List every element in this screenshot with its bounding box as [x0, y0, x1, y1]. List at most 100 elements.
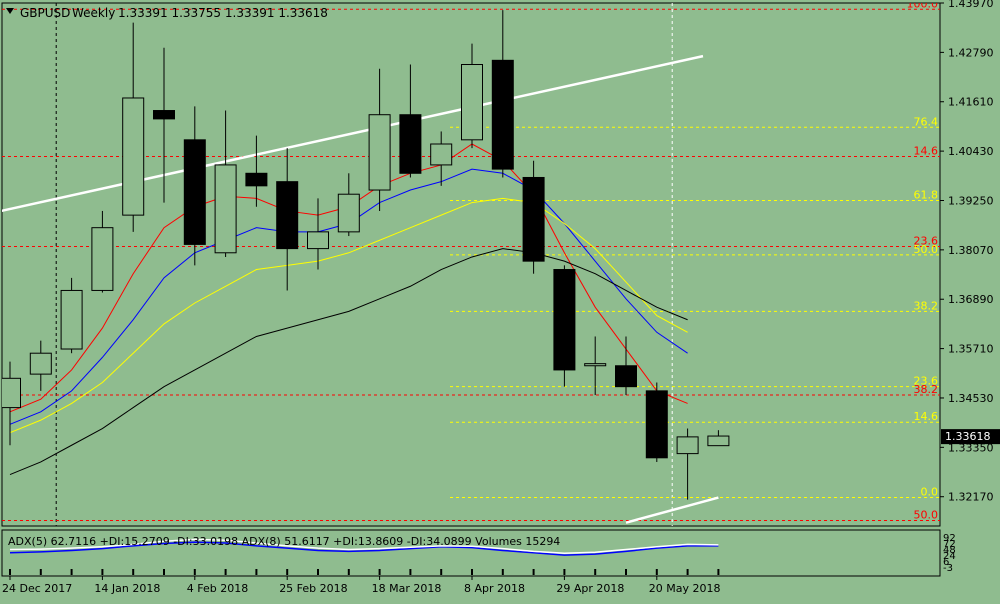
bull-candle-body: [214, 164, 237, 254]
trendline: [2, 54, 704, 213]
bull-candle-body: [60, 289, 83, 350]
candle: [245, 135, 268, 207]
fibonacci-level-label: 14.6: [914, 145, 939, 158]
fibonacci-level-label: 0.0: [921, 486, 939, 499]
fibonacci-level-label: 50.0: [914, 509, 939, 522]
candle: [645, 382, 668, 462]
fibonacci-layer: 100.076.414.661.823.650.038.223.638.214.…: [2, 0, 940, 522]
price-tick-label: 1.39250: [948, 194, 994, 207]
indicator-scale-label: -3: [943, 563, 953, 574]
bear-candle-body: [399, 114, 422, 174]
bull-candle-body: [461, 64, 483, 141]
price-tick-label: 1.36890: [948, 293, 994, 306]
candle: [122, 22, 145, 232]
bear-candle-body: [615, 365, 637, 388]
main-panel-frame: [1, 2, 941, 527]
price-tick-label: 1.38070: [948, 244, 994, 257]
fibonacci-level-label: 76.4: [914, 115, 939, 128]
candle: [676, 428, 699, 500]
candle: [430, 131, 453, 186]
bear-candle-body: [183, 139, 206, 245]
time-tick-label: 25 Feb 2018: [279, 582, 347, 595]
indicator-scale-label: 24: [943, 551, 956, 562]
time-tick-label: 18 Mar 2018: [372, 582, 442, 595]
bear-candle-body: [276, 181, 299, 250]
bull-candle-body: [91, 227, 114, 291]
candle: [60, 277, 83, 354]
price-tick-label: 1.40430: [948, 145, 994, 158]
candle: [214, 110, 237, 257]
candle: [29, 340, 52, 391]
candle: [461, 43, 483, 149]
candle: [337, 173, 360, 237]
candle: [553, 265, 576, 387]
current-price-tag: [941, 429, 1000, 445]
candle-layer: [2, 10, 730, 500]
chart-menu-triangle-icon[interactable]: [6, 8, 14, 14]
candle: [2, 361, 21, 446]
fibonacci-level-label: 23.6: [914, 235, 939, 248]
header-timeframe: Weekly: [72, 6, 115, 20]
price-tick-label: 1.33350: [948, 441, 994, 454]
bear-candle-body: [153, 110, 175, 120]
candle: [615, 336, 637, 396]
bear-candle-body: [245, 172, 268, 187]
candle: [522, 160, 545, 274]
bear-candle-body: [645, 390, 668, 459]
header-ohlc: 1.33391 1.33755 1.33391 1.33618: [118, 6, 328, 20]
bull-candle-body: [707, 435, 730, 447]
price-tick-label: 1.43970: [948, 0, 994, 10]
moving-average-line: [9, 248, 688, 475]
adx-line: [9, 541, 719, 556]
bear-candle-body: [553, 269, 576, 371]
indicator-scale-label: 72: [943, 539, 956, 550]
bull-candle-body: [2, 377, 21, 409]
candle: [307, 198, 329, 270]
fibonacci-level-label: 100.0: [907, 0, 939, 10]
adx-line: [9, 538, 719, 554]
candle: [91, 210, 114, 293]
price-tick-label: 1.34530: [948, 392, 994, 405]
time-tick-label: 29 Apr 2018: [556, 582, 624, 595]
fibonacci-level-label: 23.6: [914, 375, 939, 388]
indicator-label: ADX(5) 62.7116 +DI:15.2709 -DI:33.0198 A…: [8, 535, 560, 548]
moving-average-line: [9, 197, 688, 434]
candle: [707, 430, 730, 447]
bull-candle-body: [337, 193, 360, 233]
bear-candle-body: [522, 176, 545, 262]
price-tick-label: 1.35710: [948, 343, 994, 356]
trendline-layer: [2, 54, 719, 524]
bull-candle-body: [368, 114, 391, 191]
time-tick-label: 24 Dec 2017: [2, 582, 72, 595]
fibonacci-level-label: 38.2: [914, 383, 939, 396]
fibonacci-level-label: 14.6: [914, 410, 939, 423]
time-tick-label: 14 Jan 2018: [94, 582, 160, 595]
header-symbol: GBPUSD: [20, 6, 70, 20]
candle: [491, 10, 514, 178]
candle: [368, 68, 391, 211]
candle: [153, 47, 175, 203]
candle: [399, 64, 422, 178]
indicator-scale-label: 92: [943, 533, 956, 544]
time-axis: 24 Dec 2017 14 Jan 2018 4 Feb 2018 25 Feb 2…: [2, 576, 721, 595]
indicator-scale-label: 48: [943, 545, 956, 556]
bear-candle-body: [491, 59, 514, 170]
price-tick-label: 1.32170: [948, 491, 994, 504]
indicator-panel-frame: [1, 529, 941, 577]
time-tick-label: 8 Apr 2018: [464, 582, 525, 595]
trendline: [625, 496, 719, 524]
bull-candle-body: [584, 363, 607, 367]
price-tick-label: 1.42790: [948, 46, 994, 59]
candle: [584, 336, 607, 396]
current-price-value: 1.33618: [945, 430, 991, 443]
fibonacci-level-label: 50.0: [914, 243, 939, 256]
bull-candle-body: [122, 97, 145, 216]
indicator-scale-label: 6: [943, 557, 949, 568]
time-tick-label: 4 Feb 2018: [187, 582, 248, 595]
fibonacci-level-label: 38.2: [914, 299, 939, 312]
candle: [276, 148, 299, 291]
price-tick-label: 1.41610: [948, 96, 994, 109]
